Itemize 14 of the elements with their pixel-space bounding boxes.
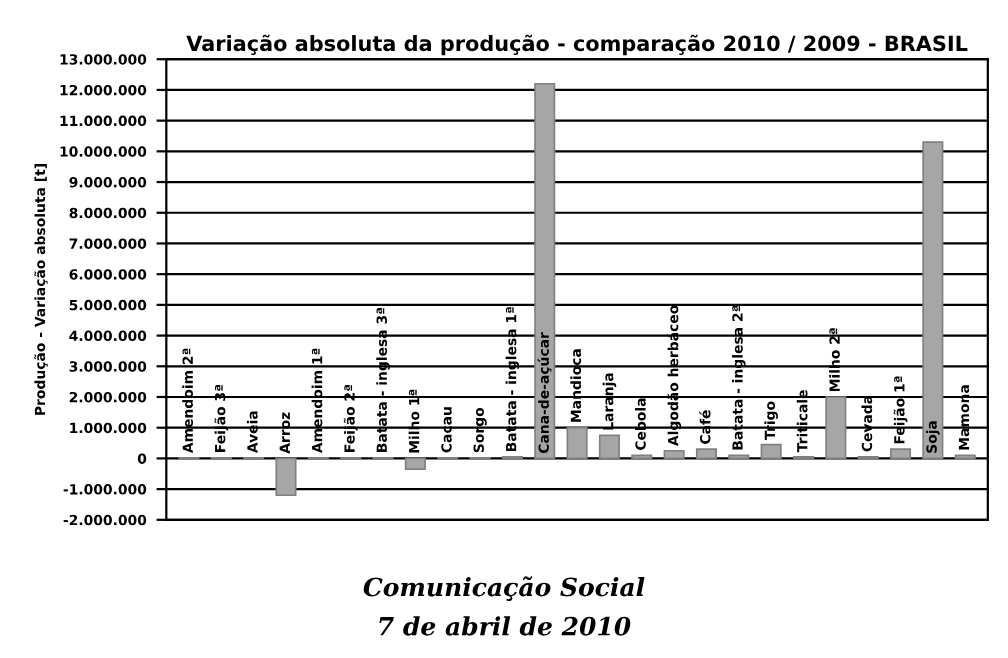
bar [275,457,297,497]
text: 7 de abril de 2010 [379,616,631,636]
bar [663,449,685,460]
bar [922,141,944,460]
bar [889,448,912,460]
bar [566,426,588,460]
bar [598,434,620,460]
bar [760,443,782,460]
bar [534,82,556,460]
text: Comunicação Social [363,576,645,601]
chart-title: Variação absoluta da produção - comparação 2010 / 2009 - BRASIL [186,34,968,56]
bar [404,457,426,470]
bar [825,396,847,460]
bar [695,448,717,460]
